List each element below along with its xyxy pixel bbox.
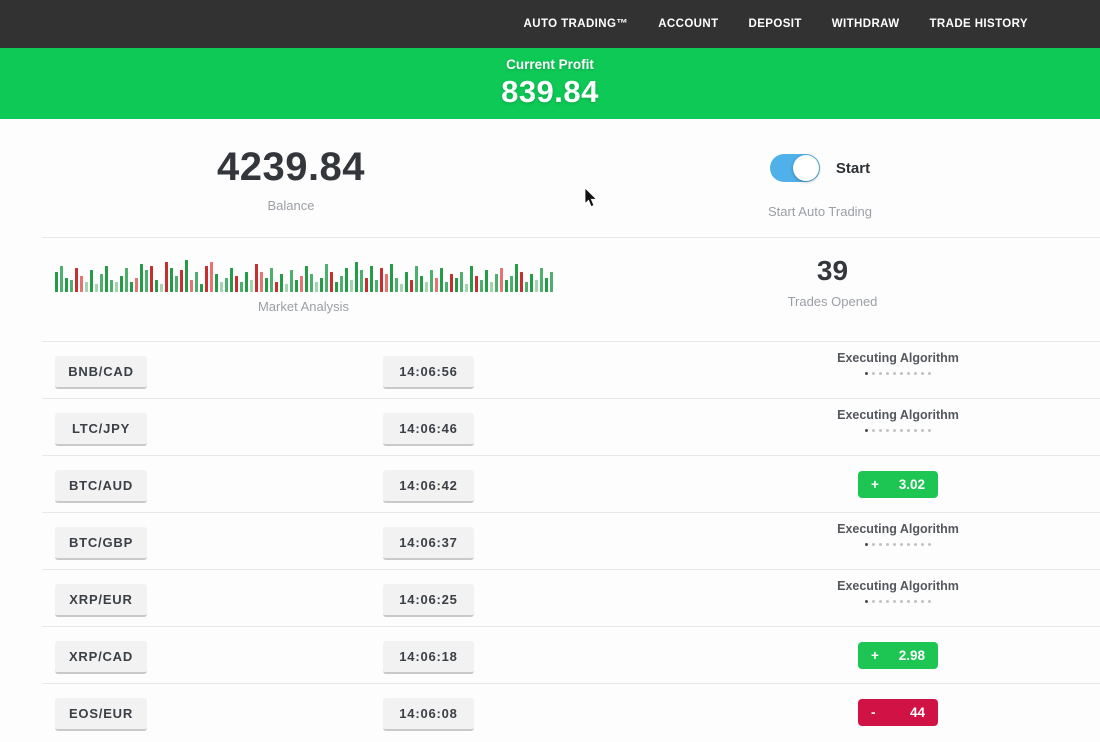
status-executing-label: Executing Algorithm [837, 579, 959, 593]
status-executing-label: Executing Algorithm [837, 408, 959, 422]
badge-value: 3.02 [898, 477, 925, 492]
pair-chip[interactable]: XRP/CAD [55, 641, 147, 674]
trade-row: BTC/AUD 14:06:42 +3.02 [0, 455, 1100, 512]
trades-list: BNB/CAD 14:06:56 Executing Algorithm LTC/JP… [0, 341, 1100, 740]
pair-chip[interactable]: BTC/GBP [55, 527, 147, 560]
trade-status: +3.02 [818, 465, 978, 498]
trade-row: XRP/EUR 14:06:25 Executing Algorithm [0, 569, 1100, 626]
trades-opened-label: Trades Opened [787, 294, 878, 309]
loss-badge: - 44 [858, 699, 938, 726]
pair-chip[interactable]: XRP/EUR [55, 584, 147, 617]
nav-item-account[interactable]: ACCOUNT [658, 18, 719, 30]
current-profit-value: 839.84 [501, 74, 599, 109]
toggle-label: Start [835, 159, 871, 177]
balance-block: 4239.84 Balance [0, 119, 540, 237]
trade-row: BNB/CAD 14:06:56 Executing Algorithm [0, 341, 1100, 398]
market-analysis-label: Market Analysis [257, 299, 350, 314]
badge-sign: + [871, 477, 879, 492]
time-chip[interactable]: 14:06:42 [383, 470, 474, 503]
trade-row: XRP/CAD 14:06:18 +2.98 [0, 626, 1100, 683]
section-divider [42, 237, 1100, 238]
trade-row: BTC/GBP 14:06:37 Executing Algorithm [0, 512, 1100, 569]
account-summary: 4239.84 Balance Start Start Auto Trading [0, 119, 1100, 237]
profit-banner: Current Profit 839.84 [0, 48, 1100, 119]
trade-status: - 44 [818, 693, 978, 726]
status-executing-label: Executing Algorithm [837, 351, 959, 365]
nav-item-auto-trading[interactable]: AUTO TRADING™ [523, 18, 629, 30]
trade-row: EOS/EUR 14:06:08 - 44 [0, 683, 1100, 740]
market-summary: Market Analysis 39 Trades Opened [0, 238, 1100, 341]
current-profit-label: Current Profit [506, 57, 594, 72]
profit-badge: +2.98 [858, 642, 938, 669]
time-chip[interactable]: 14:06:56 [383, 356, 474, 389]
time-chip[interactable]: 14:06:08 [383, 698, 474, 731]
trade-status: Executing Algorithm [818, 408, 978, 432]
time-chip[interactable]: 14:06:18 [383, 641, 474, 674]
badge-sign: + [871, 648, 879, 663]
progress-dots-icon [818, 372, 978, 375]
status-executing-label: Executing Algorithm [837, 522, 959, 536]
top-nav: AUTO TRADING™ ACCOUNT DEPOSIT WITHDRAW T… [0, 0, 1100, 48]
market-analysis-block: Market Analysis [0, 238, 565, 341]
time-chip[interactable]: 14:06:46 [383, 413, 474, 446]
trades-opened-block: 39 Trades Opened [565, 238, 1100, 341]
balance-value: 4239.84 [216, 145, 366, 189]
pair-chip[interactable]: BTC/AUD [55, 470, 147, 503]
progress-dots-icon [818, 543, 978, 546]
toggle-knob [792, 155, 819, 181]
toggle-sublabel: Start Auto Trading [767, 204, 873, 219]
pair-chip[interactable]: EOS/EUR [55, 698, 147, 731]
trade-row: LTC/JPY 14:06:46 Executing Algorithm [0, 398, 1100, 455]
nav-item-deposit[interactable]: DEPOSIT [748, 18, 802, 30]
trades-opened-count: 39 [816, 255, 849, 286]
badge-value: 2.98 [898, 648, 925, 663]
badge-value: 44 [909, 705, 925, 720]
auto-trading-toggle[interactable] [769, 154, 820, 182]
progress-dots-icon [818, 429, 978, 432]
trade-status: +2.98 [818, 636, 978, 669]
profit-badge: +3.02 [858, 471, 938, 498]
trade-status: Executing Algorithm [818, 351, 978, 375]
pair-chip[interactable]: BNB/CAD [55, 356, 147, 389]
balance-label: Balance [267, 198, 315, 213]
pair-chip[interactable]: LTC/JPY [55, 413, 147, 446]
trade-status: Executing Algorithm [818, 579, 978, 603]
trade-status: Executing Algorithm [818, 522, 978, 546]
time-chip[interactable]: 14:06:25 [383, 584, 474, 617]
nav-item-trade-history[interactable]: TRADE HISTORY [929, 18, 1028, 30]
time-chip[interactable]: 14:06:37 [383, 527, 474, 560]
badge-sign: - [871, 705, 876, 720]
progress-dots-icon [818, 600, 978, 603]
market-analysis-chart [55, 252, 565, 292]
nav-item-withdraw[interactable]: WITHDRAW [831, 18, 900, 30]
auto-trading-block: Start Start Auto Trading [540, 119, 1100, 237]
